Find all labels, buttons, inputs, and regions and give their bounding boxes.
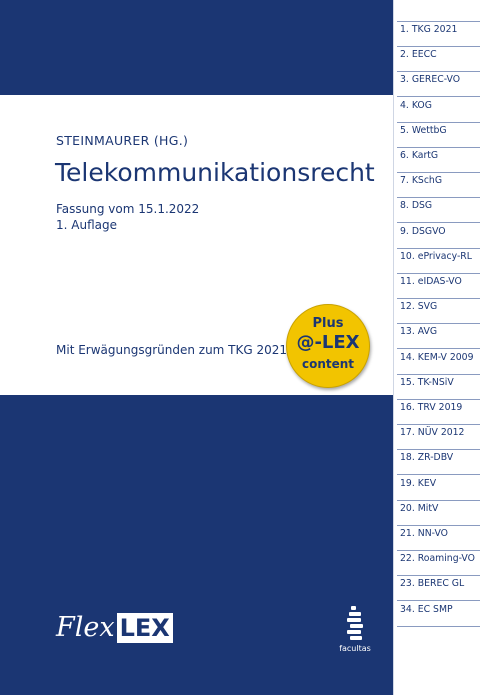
book-cover: STEINMAURER (HG.) Telekommunikationsrech… (0, 0, 393, 695)
register-tab[interactable]: 9. DSGVO (397, 224, 480, 249)
register-tab[interactable]: 19. KEV (397, 476, 480, 501)
edition-date: Fassung vom 15.1.2022 (56, 202, 200, 216)
register-tab[interactable]: 12. SVG (397, 299, 480, 325)
author-editor: STEINMAURER (HG.) (56, 133, 189, 148)
register-tab[interactable]: 10. ePrivacy-RL (397, 249, 480, 274)
plus-content-badge: Plus @-LEX content (286, 304, 370, 388)
register-tab[interactable]: 4. KOG (397, 98, 480, 123)
register-tab[interactable]: 15. TK-NSiV (397, 375, 480, 400)
register-tab[interactable]: 22. Roaming-VO (397, 551, 480, 577)
publisher-name: facultas (339, 644, 371, 653)
register-tab[interactable]: 23. BEREC GL (397, 576, 480, 602)
cover-note: Mit Erwägungsgründen zum TKG 2021 (56, 343, 288, 357)
tabs-divider (393, 0, 394, 695)
cover-bottom-band (0, 395, 393, 695)
logo-part-lex: LEX (116, 612, 173, 643)
edition-number: 1. Auflage (56, 218, 117, 232)
register-tab[interactable]: 21. NN-VO (397, 526, 480, 551)
register-tab-blank (397, 0, 480, 22)
register-tab[interactable]: 18. ZR-DBV (397, 450, 480, 476)
register-tab[interactable]: 13. AVG (397, 324, 480, 350)
register-tab[interactable]: 17. NÜV 2012 (397, 425, 480, 451)
register-tab[interactable]: 34. EC SMP (397, 602, 480, 627)
cover-top-band (0, 0, 393, 95)
register-tab[interactable]: 20. MitV (397, 501, 480, 526)
register-tab[interactable]: 7. KSchG (397, 173, 480, 199)
register-tab[interactable]: 11. eIDAS-VO (397, 274, 480, 299)
register-tab[interactable]: 5. WettbG (397, 123, 480, 148)
register-tab[interactable]: 14. KEM-V 2009 (397, 350, 480, 375)
badge-line-3: content (301, 357, 355, 371)
badge-line-2: @-LEX (296, 332, 360, 353)
register-tab[interactable]: 2. EECC (397, 47, 480, 73)
badge-line-1: Plus (312, 316, 344, 331)
register-tabs: 1. TKG 2021 2. EECC 3. GEREC-VO 4. KOG 5. We… (393, 0, 480, 695)
flexlex-logo: Flex LEX (56, 612, 173, 648)
facultas-icon (347, 606, 363, 640)
register-tab[interactable]: 3. GEREC-VO (397, 72, 480, 98)
register-tab[interactable]: 16. TRV 2019 (397, 400, 480, 425)
register-tab[interactable]: 6. KartG (397, 148, 480, 173)
edition-info: Fassung vom 15.1.2022 1. Auflage (56, 201, 199, 233)
book-title: Telekommunikationsrecht (55, 158, 375, 187)
register-tab[interactable]: 8. DSG (397, 198, 480, 224)
logo-part-flex: Flex (56, 612, 115, 643)
register-tab[interactable]: 1. TKG 2021 (397, 22, 480, 47)
publisher-logo: facultas (330, 606, 380, 653)
